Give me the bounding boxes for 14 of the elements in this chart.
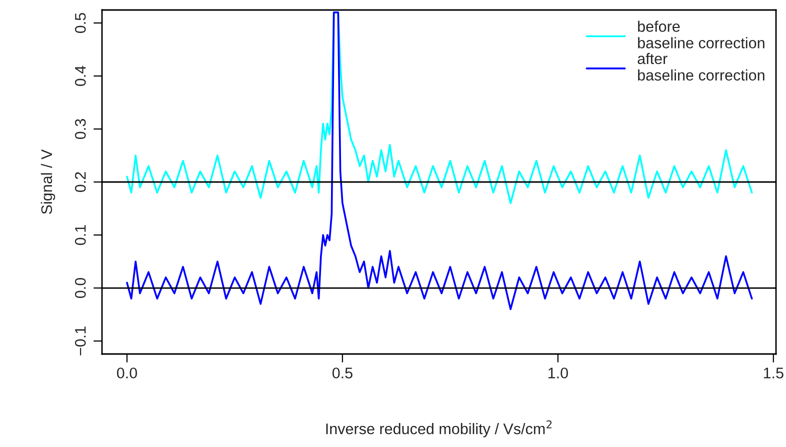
y-tick-label: 0.1 xyxy=(74,225,86,246)
x-tick-label: 0.5 xyxy=(332,368,352,378)
y-tick-label: −0.1 xyxy=(74,326,86,356)
x-tick-label: 1.0 xyxy=(548,368,568,378)
y-axis-title: Signal / V xyxy=(40,149,56,214)
y-tick-label: 0.0 xyxy=(74,278,86,298)
x-axis-title: Inverse reduced mobility / Vs/cm$^{2}$ xyxy=(326,420,552,438)
y-tick-label: 0.5 xyxy=(74,13,86,34)
y-tick-label: 0.4 xyxy=(74,66,86,86)
legend-label: after baseline correction xyxy=(638,52,764,81)
x-tick-label: 0.0 xyxy=(116,368,138,378)
y-tick-label: 0.3 xyxy=(74,119,86,140)
y-tick-label: 0.2 xyxy=(74,172,86,192)
x-tick-label: 1.5 xyxy=(764,368,784,378)
